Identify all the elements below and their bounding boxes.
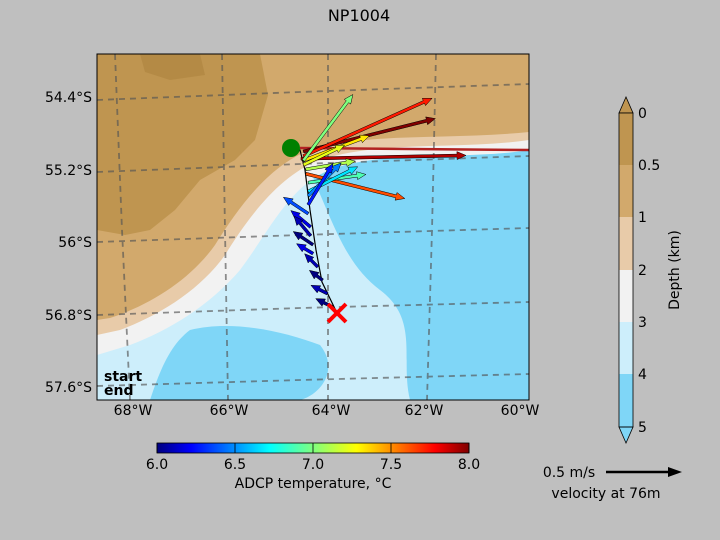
graticule	[97, 54, 529, 400]
velocity-arrow	[308, 269, 324, 282]
velocity-arrow	[302, 144, 346, 167]
x-tick-label: 66°W	[210, 403, 249, 419]
depth-band	[619, 322, 633, 374]
scale-arrow-head	[668, 467, 682, 477]
y-tick-label: 56.8°S	[45, 308, 92, 324]
temperature-tick-label: 7.5	[380, 457, 402, 473]
depth-band	[619, 374, 633, 427]
depth-band	[619, 217, 633, 270]
velocity-arrow	[301, 94, 354, 162]
depth-tick-label: 0.5	[638, 158, 660, 174]
x-tick-label: 62°W	[405, 403, 444, 419]
velocity-arrow	[310, 285, 329, 296]
ocean-5km-patch	[300, 140, 529, 400]
depth-bands	[619, 113, 633, 427]
depth-colorbar-label: Depth (km)	[667, 230, 683, 310]
map-panel	[97, 54, 529, 400]
velocity-arrow	[295, 243, 315, 256]
depth-tick-label: 1	[638, 210, 647, 226]
temperature-tick-label: 6.0	[146, 457, 168, 473]
velocity-arrow	[293, 215, 313, 238]
velocity-arrow	[302, 116, 436, 154]
x-tick-labels: 68°W 66°W 64°W 62°W 60°W	[114, 403, 540, 419]
temperature-tick-label: 6.5	[224, 457, 246, 473]
velocity-vectors	[282, 94, 467, 309]
y-tick-label: 55.2°S	[45, 163, 92, 179]
velocity-arrow	[292, 231, 315, 247]
temperature-tick-labels: 6.0 6.5 7.0 7.5 8.0	[146, 443, 480, 473]
velocity-arrow	[304, 253, 320, 269]
depth-tick-label: 4	[638, 367, 647, 383]
velocity-arrow	[306, 163, 334, 206]
velocity-arrow	[305, 158, 356, 172]
land-shallow	[97, 54, 268, 235]
depth-colorbar-bottom-cap	[618, 426, 634, 444]
map-frame	[96, 53, 530, 401]
x-tick-label: 60°W	[501, 403, 540, 419]
chart-title: NP1004	[328, 6, 390, 25]
land-shallow-north	[140, 54, 205, 80]
y-tick-label: 56°S	[58, 235, 92, 251]
depth-tick-label: 5	[638, 420, 647, 436]
velocity-arrow	[302, 98, 433, 158]
scale-arrow-legend: 0.5 m/s velocity at 76m	[543, 465, 682, 502]
depth-band	[619, 113, 633, 165]
temperature-tick-label: 7.0	[302, 457, 324, 473]
depth-tick-label: 2	[638, 263, 647, 279]
depth-tick-label: 3	[638, 315, 647, 331]
temperature-tick-label: 8.0	[458, 457, 480, 473]
depth-band	[619, 165, 633, 217]
depth-colorbar-frame	[618, 112, 634, 428]
scale-arrow-sublabel: velocity at 76m	[551, 486, 660, 502]
start-marker	[282, 139, 300, 157]
y-tick-label: 54.4°S	[45, 90, 92, 106]
ocean-5km-patch-south	[150, 325, 329, 400]
temperature-colorbar: 6.0 6.5 7.0 7.5 8.0 ADCP temperature, °C	[146, 442, 480, 492]
depth-tick-label: 0	[638, 106, 647, 122]
y-tick-labels: 54.4°S 55.2°S 56°S 56.8°S 57.6°S	[45, 90, 92, 396]
y-tick-label: 57.6°S	[45, 380, 92, 396]
depth-colorbar: 0 0.5 1 2 3 4 5 Depth (km)	[618, 96, 683, 444]
x-tick-label: 68°W	[114, 403, 153, 419]
depth-tick-labels: 0 0.5 1 2 3 4 5	[638, 106, 660, 436]
ship-track	[290, 147, 338, 314]
end-marker	[326, 302, 348, 324]
velocity-arrow	[282, 196, 310, 216]
scale-arrow-label: 0.5 m/s	[543, 465, 595, 481]
depth-colorbar-top-cap	[618, 96, 634, 114]
depth-band	[619, 270, 633, 322]
x-tick-label: 64°W	[312, 403, 351, 419]
temperature-colorbar-label: ADCP temperature, °C	[235, 476, 392, 492]
velocity-arrow	[300, 151, 467, 161]
legend-end: end	[104, 383, 133, 399]
legend-start: start	[104, 369, 142, 385]
